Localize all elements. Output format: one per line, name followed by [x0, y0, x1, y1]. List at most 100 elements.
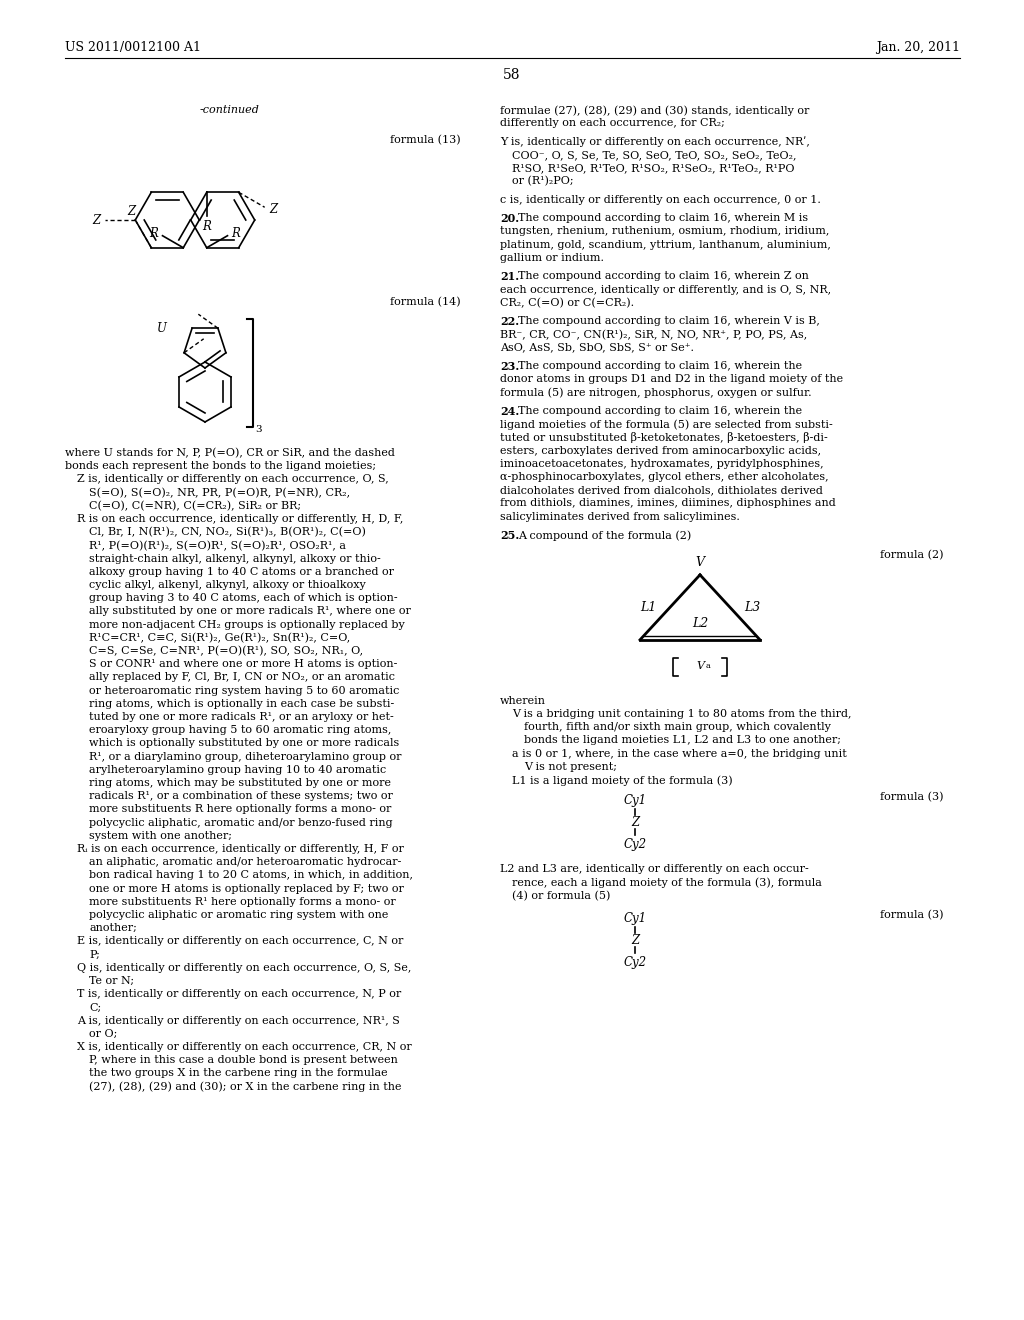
Text: alkoxy group having 1 to 40 C atoms or a branched or: alkoxy group having 1 to 40 C atoms or a… — [89, 566, 394, 577]
Text: formula (3): formula (3) — [880, 911, 943, 920]
Text: formulae (27), (28), (29) and (30) stands, identically or: formulae (27), (28), (29) and (30) stand… — [500, 106, 809, 116]
Text: E is, identically or differently on each occurrence, C, N or: E is, identically or differently on each… — [77, 936, 403, 946]
Text: A is, identically or differently on each occurrence, NR¹, S: A is, identically or differently on each… — [77, 1015, 400, 1026]
Text: A compound of the formula (2): A compound of the formula (2) — [518, 531, 691, 541]
Text: R: R — [150, 227, 159, 240]
Text: 20.: 20. — [500, 214, 519, 224]
Text: The compound according to claim 16, wherein the: The compound according to claim 16, wher… — [518, 362, 802, 371]
Text: AsO, AsS, Sb, SbO, SbS, S⁺ or Se⁺.: AsO, AsS, Sb, SbO, SbS, S⁺ or Se⁺. — [500, 343, 694, 352]
Text: R¹C=CR¹, C≡C, Si(R¹)₂, Ge(R¹)₂, Sn(R¹)₂, C=O,: R¹C=CR¹, C≡C, Si(R¹)₂, Ge(R¹)₂, Sn(R¹)₂,… — [89, 632, 350, 643]
Text: c is, identically or differently on each occurrence, 0 or 1.: c is, identically or differently on each… — [500, 195, 821, 205]
Text: bon radical having 1 to 20 C atoms, in which, in addition,: bon radical having 1 to 20 C atoms, in w… — [89, 870, 413, 880]
Text: P;: P; — [89, 949, 100, 960]
Text: esters, carboxylates derived from aminocarboxylic acids,: esters, carboxylates derived from aminoc… — [500, 446, 821, 455]
Text: more non-adjacent CH₂ groups is optionally replaced by: more non-adjacent CH₂ groups is optional… — [89, 619, 404, 630]
Text: platinum, gold, scandium, yttrium, lanthanum, aluminium,: platinum, gold, scandium, yttrium, lanth… — [500, 240, 830, 249]
Text: R: R — [203, 220, 211, 234]
Text: Cy2: Cy2 — [624, 838, 646, 850]
Text: which is optionally substituted by one or more radicals: which is optionally substituted by one o… — [89, 738, 399, 748]
Text: Jan. 20, 2011: Jan. 20, 2011 — [876, 41, 961, 54]
Text: R is on each occurrence, identically or differently, H, D, F,: R is on each occurrence, identically or … — [77, 513, 403, 524]
Text: one or more H atoms is optionally replaced by F; two or: one or more H atoms is optionally replac… — [89, 883, 403, 894]
Text: S(=O), S(=O)₂, NR, PR, P(=O)R, P(=NR), CR₂,: S(=O), S(=O)₂, NR, PR, P(=O)R, P(=NR), C… — [89, 487, 350, 498]
Text: The compound according to claim 16, wherein M is: The compound according to claim 16, wher… — [518, 214, 808, 223]
Text: an aliphatic, aromatic and/or heteroaromatic hydrocar-: an aliphatic, aromatic and/or heteroarom… — [89, 857, 401, 867]
Text: tuted or unsubstituted β-ketoketonates, β-ketoesters, β-di-: tuted or unsubstituted β-ketoketonates, … — [500, 433, 827, 444]
Text: arylheteroarylamino group having 10 to 40 aromatic: arylheteroarylamino group having 10 to 4… — [89, 764, 386, 775]
Text: Cl, Br, I, N(R¹)₂, CN, NO₂, Si(R¹)₃, B(OR¹)₂, C(=O): Cl, Br, I, N(R¹)₂, CN, NO₂, Si(R¹)₃, B(O… — [89, 527, 366, 537]
Text: V: V — [696, 661, 705, 671]
Text: (27), (28), (29) and (30); or X in the carbene ring in the: (27), (28), (29) and (30); or X in the c… — [89, 1081, 401, 1092]
Text: polycyclic aliphatic, aromatic and/or benzo-fused ring: polycyclic aliphatic, aromatic and/or be… — [89, 817, 392, 828]
Text: from dithiols, diamines, imines, diimines, diphosphines and: from dithiols, diamines, imines, diimine… — [500, 499, 836, 508]
Text: where U stands for N, P, P(=O), CR or SiR, and the dashed: where U stands for N, P, P(=O), CR or Si… — [65, 447, 395, 458]
Text: The compound according to claim 16, wherein V is B,: The compound according to claim 16, wher… — [518, 317, 820, 326]
Text: Cy2: Cy2 — [624, 956, 646, 969]
Text: more substituents R¹ here optionally forms a mono- or: more substituents R¹ here optionally for… — [89, 896, 395, 907]
Text: C(=O), C(=NR), C(=CR₂), SiR₂ or BR;: C(=O), C(=NR), C(=CR₂), SiR₂ or BR; — [89, 500, 301, 511]
Text: radicals R¹, or a combination of these systems; two or: radicals R¹, or a combination of these s… — [89, 791, 393, 801]
Text: formula (5) are nitrogen, phosphorus, oxygen or sulfur.: formula (5) are nitrogen, phosphorus, ox… — [500, 388, 812, 399]
Text: Z: Z — [92, 214, 100, 227]
Text: the two groups X in the carbene ring in the formulae: the two groups X in the carbene ring in … — [89, 1068, 388, 1078]
Text: tungsten, rhenium, ruthenium, osmium, rhodium, iridium,: tungsten, rhenium, ruthenium, osmium, rh… — [500, 227, 829, 236]
Text: cyclic alkyl, alkenyl, alkynyl, alkoxy or thioalkoxy: cyclic alkyl, alkenyl, alkynyl, alkoxy o… — [89, 579, 366, 590]
Text: α-phosphinocarboxylates, glycol ethers, ether alcoholates,: α-phosphinocarboxylates, glycol ethers, … — [500, 473, 828, 482]
Text: Rᵢ is on each occurrence, identically or differently, H, F or: Rᵢ is on each occurrence, identically or… — [77, 843, 403, 854]
Text: polycyclic aliphatic or aromatic ring system with one: polycyclic aliphatic or aromatic ring sy… — [89, 909, 388, 920]
Text: C;: C; — [89, 1002, 101, 1012]
Text: straight-chain alkyl, alkenyl, alkynyl, alkoxy or thio-: straight-chain alkyl, alkenyl, alkynyl, … — [89, 553, 381, 564]
Text: The compound according to claim 16, wherein Z on: The compound according to claim 16, wher… — [518, 272, 809, 281]
Text: gallium or indium.: gallium or indium. — [500, 253, 604, 263]
Text: R: R — [231, 227, 241, 240]
Text: P, where in this case a double bond is present between: P, where in this case a double bond is p… — [89, 1055, 398, 1065]
Text: or heteroaromatic ring system having 5 to 60 aromatic: or heteroaromatic ring system having 5 t… — [89, 685, 399, 696]
Text: or O;: or O; — [89, 1028, 118, 1039]
Text: 25.: 25. — [500, 531, 519, 541]
Text: X is, identically or differently on each occurrence, CR, N or: X is, identically or differently on each… — [77, 1041, 412, 1052]
Text: L1: L1 — [640, 601, 656, 614]
Text: formula (14): formula (14) — [390, 297, 461, 308]
Text: Q is, identically or differently on each occurrence, O, S, Se,: Q is, identically or differently on each… — [77, 962, 412, 973]
Text: ligand moieties of the formula (5) are selected from substi-: ligand moieties of the formula (5) are s… — [500, 420, 833, 430]
Text: Te or N;: Te or N; — [89, 975, 134, 986]
Text: differently on each occurrence, for CR₂;: differently on each occurrence, for CR₂; — [500, 119, 725, 128]
Text: salicyliminates derived from salicylimines.: salicyliminates derived from salicylimin… — [500, 512, 740, 521]
Text: 24.: 24. — [500, 407, 519, 417]
Text: fourth, fifth and/or sixth main group, which covalently: fourth, fifth and/or sixth main group, w… — [524, 722, 830, 733]
Text: US 2011/0012100 A1: US 2011/0012100 A1 — [65, 41, 201, 54]
Text: 22.: 22. — [500, 317, 519, 327]
Text: formula (2): formula (2) — [880, 549, 943, 560]
Text: (4) or formula (5): (4) or formula (5) — [512, 891, 610, 902]
Text: L2 and L3 are, identically or differently on each occur-: L2 and L3 are, identically or differentl… — [500, 865, 809, 874]
Text: a: a — [706, 661, 711, 669]
Text: T is, identically or differently on each occurrence, N, P or: T is, identically or differently on each… — [77, 989, 401, 999]
Text: L1 is a ligand moiety of the formula (3): L1 is a ligand moiety of the formula (3) — [512, 775, 732, 785]
Text: system with one another;: system with one another; — [89, 830, 232, 841]
Text: L3: L3 — [744, 601, 760, 614]
Text: formula (13): formula (13) — [390, 135, 461, 145]
Text: another;: another; — [89, 923, 137, 933]
Text: more substituents R here optionally forms a mono- or: more substituents R here optionally form… — [89, 804, 391, 814]
Text: V is not present;: V is not present; — [524, 762, 617, 772]
Text: formula (3): formula (3) — [880, 792, 943, 803]
Text: Cy1: Cy1 — [624, 912, 646, 925]
Text: L2: L2 — [692, 616, 709, 630]
Text: ring atoms, which may be substituted by one or more: ring atoms, which may be substituted by … — [89, 777, 391, 788]
Text: R¹, or a diarylamino group, diheteroarylamino group or: R¹, or a diarylamino group, diheteroaryl… — [89, 751, 401, 762]
Text: donor atoms in groups D1 and D2 in the ligand moiety of the: donor atoms in groups D1 and D2 in the l… — [500, 375, 843, 384]
Text: 23.: 23. — [500, 362, 519, 372]
Text: BR⁻, CR, CO⁻, CN(R¹)₂, SiR, N, NO, NR⁺, P, PO, PS, As,: BR⁻, CR, CO⁻, CN(R¹)₂, SiR, N, NO, NR⁺, … — [500, 330, 807, 339]
Text: The compound according to claim 16, wherein the: The compound according to claim 16, wher… — [518, 407, 802, 416]
Text: V is a bridging unit containing 1 to 80 atoms from the third,: V is a bridging unit containing 1 to 80 … — [512, 709, 852, 719]
Text: a is 0 or 1, where, in the case where a=0, the bridging unit: a is 0 or 1, where, in the case where a=… — [512, 748, 847, 759]
Text: Z: Z — [127, 205, 135, 218]
Text: ring atoms, which is optionally in each case be substi-: ring atoms, which is optionally in each … — [89, 698, 394, 709]
Text: 58: 58 — [503, 69, 521, 82]
Text: rence, each a ligand moiety of the formula (3), formula: rence, each a ligand moiety of the formu… — [512, 878, 822, 888]
Text: or (R¹)₂PO;: or (R¹)₂PO; — [512, 177, 573, 186]
Text: iminoacetoacetonates, hydroxamates, pyridylphosphines,: iminoacetoacetonates, hydroxamates, pyri… — [500, 459, 823, 469]
Text: V: V — [695, 556, 705, 569]
Text: bonds the ligand moieties L1, L2 and L3 to one another;: bonds the ligand moieties L1, L2 and L3 … — [524, 735, 841, 746]
Text: eroaryloxy group having 5 to 60 aromatic ring atoms,: eroaryloxy group having 5 to 60 aromatic… — [89, 725, 391, 735]
